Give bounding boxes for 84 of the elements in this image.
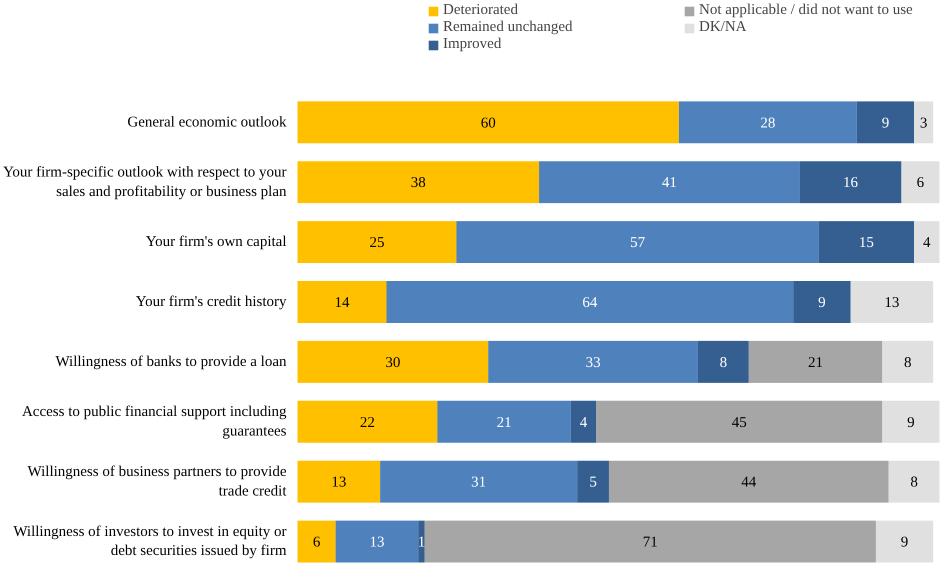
- data-label: 16: [843, 175, 859, 192]
- y-tick-label: Your firm's own capital: [146, 234, 286, 250]
- data-label: 8: [910, 474, 918, 491]
- bar: [570, 400, 596, 443]
- bar: [298, 101, 679, 144]
- data-label: 4: [923, 235, 932, 252]
- data-label: 31: [471, 474, 486, 491]
- data-label: 14: [334, 294, 350, 311]
- bar: [298, 221, 456, 264]
- legend-label: Deteriorated: [443, 2, 519, 19]
- bar: [424, 520, 876, 563]
- data-label: 15: [858, 235, 874, 252]
- data-label: 41: [662, 175, 677, 192]
- y-tick-label: Willingness of banks to provide a loan: [55, 354, 287, 370]
- data-label: 9: [907, 414, 915, 431]
- bar: [818, 221, 914, 264]
- data-label: 6: [312, 534, 321, 551]
- data-label: 25: [369, 235, 384, 252]
- bar: [380, 460, 578, 503]
- bar: [850, 281, 934, 323]
- bar: [901, 161, 940, 204]
- bar: [298, 520, 336, 563]
- bar: [882, 400, 940, 443]
- data-label: 9: [900, 534, 908, 551]
- legend-label: DK/NA: [699, 19, 748, 36]
- bar: [856, 101, 914, 144]
- data-label: 38: [410, 175, 426, 192]
- data-label: 45: [732, 414, 747, 431]
- bar: [914, 101, 934, 144]
- bar: [876, 520, 934, 563]
- data-label: 5: [589, 474, 597, 491]
- bar: [914, 221, 940, 264]
- bar: [437, 400, 571, 443]
- legend-label: Not applicable / did not want to use: [699, 2, 914, 19]
- y-tick-label: General economic outlook: [127, 114, 287, 130]
- bar: [748, 340, 882, 383]
- data-label: 13: [884, 294, 900, 311]
- bar: [698, 340, 749, 383]
- data-label: 3: [920, 115, 928, 132]
- bar: [888, 460, 940, 503]
- legend-label: Remained unchanged: [443, 19, 574, 36]
- y-tick-label: Willingness of business partners to provide trade credit: [28, 464, 288, 500]
- bar: [882, 340, 934, 383]
- y-tick-label: Willingness of investors to invest in equity or debt securities issued by firm: [13, 524, 287, 560]
- bar: [298, 281, 386, 323]
- legend-label: Improved: [443, 36, 502, 53]
- data-label: 8: [904, 354, 912, 371]
- data-label: 44: [741, 474, 757, 491]
- data-label: 6: [916, 175, 925, 192]
- data-label: 71: [642, 534, 658, 551]
- bar: [793, 281, 851, 323]
- data-label: 33: [586, 354, 601, 371]
- bar: [456, 221, 819, 264]
- data-label: 21: [496, 414, 512, 431]
- data-label: 21: [808, 354, 824, 371]
- y-tick-label: Your firm's credit history: [136, 294, 287, 310]
- data-label: 57: [630, 235, 646, 252]
- bar: [386, 281, 794, 323]
- data-label: 30: [385, 354, 400, 371]
- data-label: 60: [480, 115, 496, 132]
- bar: [298, 340, 488, 383]
- bar: [596, 400, 882, 443]
- y-tick-label: Your firm-specific outlook with respect to your sales and profitability or business plan: [3, 164, 287, 200]
- bar: [678, 101, 857, 144]
- bar: [298, 400, 438, 443]
- data-label: 13: [369, 534, 384, 551]
- data-label: 4: [580, 414, 588, 431]
- bar: [577, 460, 609, 503]
- data-label: 64: [582, 294, 598, 311]
- data-label: 13: [331, 474, 346, 491]
- data-label: 28: [760, 115, 776, 132]
- bar: [298, 161, 540, 204]
- bar: [488, 340, 698, 383]
- data-label: 9: [818, 294, 826, 311]
- bar: [800, 161, 902, 204]
- bar: [608, 460, 889, 503]
- bar: [336, 520, 418, 563]
- data-label: 8: [720, 354, 728, 371]
- y-tick-label: Access to public financial support including guarantees: [22, 404, 287, 440]
- data-label: 1: [418, 534, 426, 551]
- bar: [539, 161, 800, 204]
- data-label: 22: [360, 414, 375, 431]
- bar: [298, 460, 380, 503]
- data-label: 9: [882, 115, 890, 132]
